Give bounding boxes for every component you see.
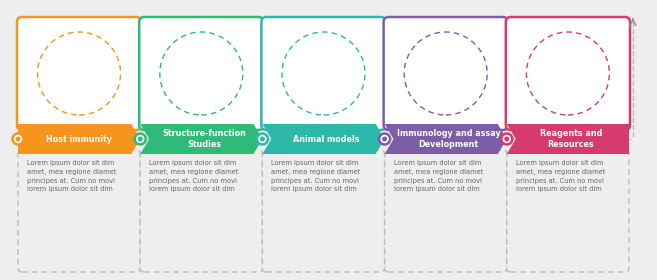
FancyBboxPatch shape: [139, 17, 263, 130]
Circle shape: [505, 137, 509, 141]
FancyBboxPatch shape: [262, 150, 384, 272]
Text: Structure-function
Studies: Structure-function Studies: [162, 129, 246, 149]
FancyBboxPatch shape: [506, 17, 630, 130]
Text: Reagents and
Resources: Reagents and Resources: [539, 129, 602, 149]
FancyBboxPatch shape: [140, 150, 262, 272]
Polygon shape: [384, 124, 507, 154]
Polygon shape: [262, 124, 384, 154]
Polygon shape: [140, 124, 262, 154]
Circle shape: [138, 137, 143, 141]
Circle shape: [382, 137, 387, 141]
Text: Host immunity: Host immunity: [46, 134, 112, 143]
Polygon shape: [507, 124, 629, 154]
Text: Lorem ipsum dolor sit dim
amet, mea regione diamet
principes at. Cum no movi
lor: Lorem ipsum dolor sit dim amet, mea regi…: [394, 160, 483, 192]
Text: Lorem ipsum dolor sit dim
amet, mea regione diamet
principes at. Cum no movi
lor: Lorem ipsum dolor sit dim amet, mea regi…: [271, 160, 361, 192]
FancyBboxPatch shape: [384, 150, 507, 272]
Text: Immunology and assay
Development: Immunology and assay Development: [397, 129, 501, 149]
Text: Animal models: Animal models: [293, 134, 360, 143]
Text: Lorem ipsum dolor sit dim
amet, mea regione diamet
principes at. Cum no movi
lor: Lorem ipsum dolor sit dim amet, mea regi…: [27, 160, 116, 192]
Circle shape: [257, 134, 268, 144]
Circle shape: [501, 134, 512, 144]
Circle shape: [12, 134, 24, 144]
FancyBboxPatch shape: [507, 150, 629, 272]
FancyBboxPatch shape: [17, 17, 141, 130]
Text: Lorem ipsum dolor sit dim
amet, mea regione diamet
principes at. Cum no movi
lor: Lorem ipsum dolor sit dim amet, mea regi…: [516, 160, 605, 192]
Polygon shape: [18, 124, 140, 154]
Circle shape: [16, 137, 20, 141]
FancyBboxPatch shape: [384, 17, 508, 130]
FancyBboxPatch shape: [18, 150, 140, 272]
Circle shape: [260, 137, 265, 141]
Circle shape: [135, 134, 146, 144]
FancyBboxPatch shape: [261, 17, 386, 130]
Circle shape: [379, 134, 390, 144]
Text: Lorem ipsum dolor sit dim
amet, mea regione diamet
principes at. Cum no movi
lor: Lorem ipsum dolor sit dim amet, mea regi…: [149, 160, 238, 192]
